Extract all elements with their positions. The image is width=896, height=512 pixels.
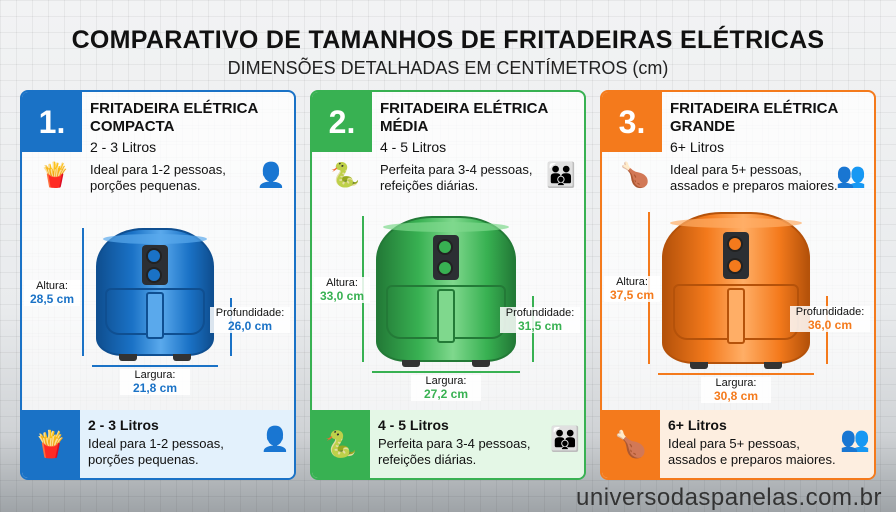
width-value: 30,8 cm — [713, 389, 759, 403]
footer-text: Ideal para 1-2 pessoas, porções pequenas… — [88, 436, 224, 467]
footer-text: Ideal para 5+ pessoas, assados e preparo… — [668, 436, 836, 467]
height-caption: Altura: — [36, 280, 68, 292]
card-number: 1. — [22, 92, 82, 152]
card-title: FRITADEIRA ELÉTRICA COMPACTA — [90, 100, 258, 135]
depth-caption: Profundidade: — [505, 306, 575, 319]
height-caption: Altura: — [616, 276, 648, 288]
card-description: Perfeita para 3-4 pessoas, refeições diá… — [380, 162, 533, 193]
roast-chicken-icon: 🍗 — [620, 162, 650, 189]
card-title: FRITADEIRA ELÉTRICA GRANDE — [670, 100, 838, 135]
card-liters: 6+ Litros — [670, 139, 725, 155]
depth-value: 26,0 cm — [227, 319, 273, 334]
footer-text: Perfeita para 3-4 pessoas, refeições diá… — [378, 436, 531, 467]
width-label: Largura: 30,8 cm — [701, 377, 771, 403]
depth-value: 36,0 cm — [807, 318, 853, 333]
footer-title: 6+ Litros — [668, 417, 727, 433]
fryer-card-2: 2. FRITADEIRA ELÉTRICA MÉDIA 4 - 5 Litro… — [310, 90, 586, 480]
height-label: Altura: 37,5 cm — [604, 276, 660, 302]
width-value: 27,2 cm — [423, 387, 469, 401]
card-description: Ideal para 5+ pessoas, assados e preparo… — [670, 162, 838, 193]
width-label: Largura: 27,2 cm — [411, 375, 481, 401]
depth-value: 31,5 cm — [517, 318, 563, 333]
snake-icon: 🐍 — [312, 410, 370, 478]
watermark: universodaspanelas.com.br — [576, 484, 882, 511]
snake-icon: 🐍 — [330, 162, 360, 189]
footer-title: 2 - 3 Litros — [88, 417, 159, 433]
height-label: Altura: 28,5 cm — [24, 280, 80, 306]
fries-icon: 🍟 — [40, 162, 70, 189]
roast-chicken-icon: 🍗 — [602, 410, 660, 478]
width-arrow — [658, 373, 814, 375]
card-number: 3. — [602, 92, 662, 152]
group-icon: 👥 — [840, 426, 870, 453]
card-number: 2. — [312, 92, 372, 152]
depth-caption: Profundidade: — [215, 307, 285, 320]
card-description: Ideal para 1-2 pessoas, porções pequenas… — [90, 162, 226, 193]
person-icon: 👤 — [260, 426, 290, 453]
width-caption: Largura: — [425, 375, 467, 387]
height-value: 33,0 cm — [319, 289, 365, 303]
air-fryer-illustration — [96, 228, 214, 361]
width-value: 21,8 cm — [132, 381, 178, 395]
family-icon: 👪 — [550, 426, 580, 453]
group-icon: 👥 — [836, 162, 866, 189]
width-arrow — [92, 365, 218, 367]
depth-label: Profundidade: 26,0 cm — [210, 307, 290, 334]
height-arrow — [82, 228, 84, 356]
card-liters: 4 - 5 Litros — [380, 139, 447, 155]
width-caption: Largura: — [715, 377, 757, 389]
card-title: FRITADEIRA ELÉTRICA MÉDIA — [380, 100, 548, 135]
height-caption: Altura: — [326, 277, 358, 289]
air-fryer-illustration — [662, 212, 810, 369]
height-value: 37,5 cm — [609, 288, 655, 302]
height-label: Altura: 33,0 cm — [314, 277, 370, 303]
person-icon: 👤 — [256, 162, 286, 189]
width-arrow — [372, 371, 520, 373]
fryer-card-1: 1. FRITADEIRA ELÉTRICA COMPACTA 2 - 3 Li… — [20, 90, 296, 480]
card-liters: 2 - 3 Litros — [90, 139, 157, 155]
card-footer: 🐍 4 - 5 Litros Perfeita para 3-4 pessoas… — [312, 410, 584, 478]
fries-icon: 🍟 — [22, 410, 80, 478]
depth-label: Profundidade: 36,0 cm — [790, 306, 870, 333]
height-value: 28,5 cm — [29, 292, 75, 306]
depth-label: Profundidade: 31,5 cm — [500, 306, 580, 333]
width-caption: Largura: — [134, 369, 176, 381]
air-fryer-illustration — [376, 216, 516, 367]
width-label: Largura: 21,8 cm — [120, 369, 190, 395]
depth-caption: Profundidade: — [795, 306, 865, 319]
family-icon: 👪 — [546, 162, 576, 189]
fryer-card-3: 3. FRITADEIRA ELÉTRICA GRANDE 6+ Litros … — [600, 90, 876, 480]
card-footer: 🍗 6+ Litros Ideal para 5+ pessoas, assad… — [602, 410, 874, 478]
page-title: COMPARATIVO DE TAMANHOS DE FRITADEIRAS E… — [71, 26, 825, 54]
footer-title: 4 - 5 Litros — [378, 417, 449, 433]
card-footer: 🍟 2 - 3 Litros Ideal para 1-2 pessoas, p… — [22, 410, 294, 478]
page-subtitle: DIMENSÕES DETALHADAS EM CENTÍMETROS (cm) — [227, 58, 669, 78]
